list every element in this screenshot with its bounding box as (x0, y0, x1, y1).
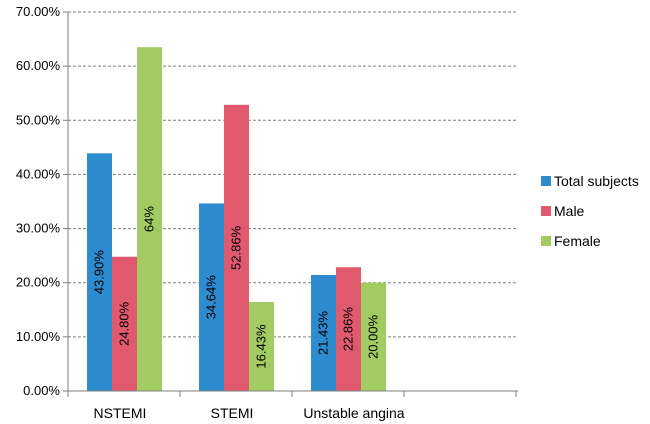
y-axis: 0.00% 10.00% 20.00% 30.00% 40.00% 50.00% 60.00… (16, 4, 69, 398)
y-tick-label: 10.00% (16, 329, 61, 344)
bar (224, 104, 249, 392)
data-label: 43.90% (92, 250, 107, 295)
legend-label: Male (554, 203, 585, 219)
data-label: 21.43% (316, 311, 331, 356)
bar (199, 203, 224, 391)
bar (249, 302, 274, 391)
data-label: 64% (142, 206, 157, 232)
data-label: 52.86% (229, 225, 244, 270)
bars: 43.90% 24.80% 64% 34.64% 52.86% 16.43% 21.43% 2… (87, 47, 386, 392)
legend-swatch (541, 206, 551, 216)
legend-swatch (541, 176, 551, 186)
bar (311, 274, 336, 391)
x-axis: NSTEMI STEMI Unstable angina (67, 390, 518, 421)
y-tick-label: 0.00% (23, 383, 60, 398)
legend-label: Female (554, 233, 601, 249)
data-label: 24.80% (117, 301, 132, 346)
bar (112, 256, 137, 391)
legend: Total subjects Male Female (541, 173, 639, 249)
data-label: 16.43% (254, 324, 269, 369)
bar (137, 47, 162, 391)
y-tick-label: 30.00% (16, 221, 61, 236)
x-category-label: NSTEMI (94, 405, 147, 421)
legend-swatch (541, 236, 551, 246)
y-tick-label: 20.00% (16, 275, 61, 290)
bar (361, 282, 386, 391)
data-label: 20.00% (366, 314, 381, 359)
data-label: 34.64% (204, 275, 219, 320)
y-tick-label: 40.00% (16, 166, 61, 181)
y-tick-label: 50.00% (16, 112, 61, 127)
legend-label: Total subjects (554, 173, 639, 189)
bar (336, 267, 361, 391)
data-label: 22.86% (341, 307, 356, 352)
y-tick-label: 70.00% (16, 4, 61, 19)
bar (87, 153, 112, 391)
y-tick-label: 60.00% (16, 58, 61, 73)
x-category-label: Unstable angina (303, 405, 404, 421)
x-category-label: STEMI (211, 405, 254, 421)
